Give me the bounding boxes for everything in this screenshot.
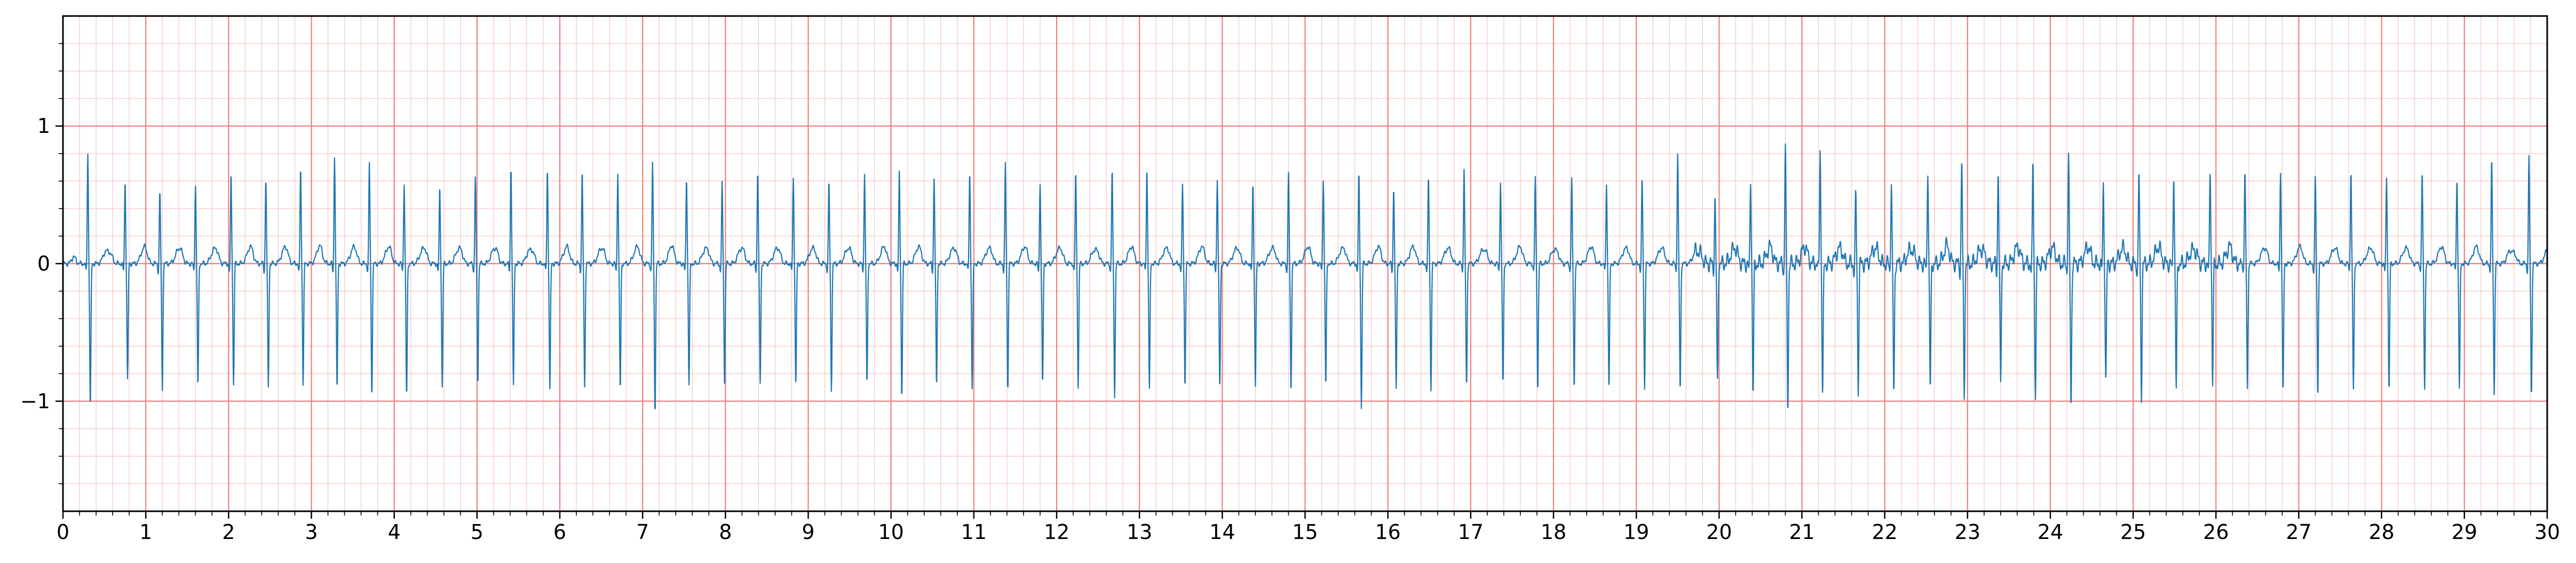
x-tick-label: 5 xyxy=(471,520,484,544)
y-tick-label: −1 xyxy=(20,390,50,413)
x-tick-label: 29 xyxy=(2452,520,2477,544)
x-tick-label: 20 xyxy=(1706,520,1732,544)
x-tick-label: 18 xyxy=(1541,520,1566,544)
x-axis: 0 1 2 3 4 5 6 7 8 9 10 11 12 13 14 15 16 17 18 19 20 21 22 23 24… xyxy=(57,511,2560,544)
x-tick-label: 2 xyxy=(222,520,235,544)
x-tick-label: 22 xyxy=(1872,520,1897,544)
x-tick-label: 23 xyxy=(1955,520,1980,544)
x-tick-label: 27 xyxy=(2286,520,2311,544)
x-tick-label: 11 xyxy=(961,520,987,544)
x-tick-label: 3 xyxy=(305,520,318,544)
x-tick-label: 28 xyxy=(2368,520,2394,544)
ecg-trace-line xyxy=(62,143,2548,410)
x-tick-label: 24 xyxy=(2038,520,2063,544)
x-tick-label: 16 xyxy=(1375,520,1400,544)
x-tick-label: 6 xyxy=(553,520,566,544)
x-tick-label: 14 xyxy=(1209,520,1235,544)
x-tick-label: 9 xyxy=(802,520,814,544)
x-tick-label: 4 xyxy=(388,520,401,544)
x-tick-label: 15 xyxy=(1292,520,1318,544)
x-tick-label: 0 xyxy=(57,520,69,544)
y-tick-label: 1 xyxy=(37,114,50,138)
x-tick-label: 8 xyxy=(719,520,732,544)
x-tick-label: 19 xyxy=(1623,520,1649,544)
x-tick-label: 17 xyxy=(1458,520,1484,544)
x-tick-label: 25 xyxy=(2120,520,2146,544)
y-tick-label: 0 xyxy=(37,252,50,275)
x-tick-label: 21 xyxy=(1789,520,1814,544)
x-tick-label: 30 xyxy=(2534,520,2560,544)
x-tick-label: 7 xyxy=(636,520,649,544)
x-tick-label: 10 xyxy=(878,520,903,544)
x-tick-label: 13 xyxy=(1127,520,1152,544)
x-tick-label: 26 xyxy=(2203,520,2229,544)
x-tick-label: 1 xyxy=(139,520,152,544)
trace-layer xyxy=(62,143,2548,410)
x-tick-label: 12 xyxy=(1044,520,1069,544)
y-axis: −1 0 1 xyxy=(20,43,63,485)
